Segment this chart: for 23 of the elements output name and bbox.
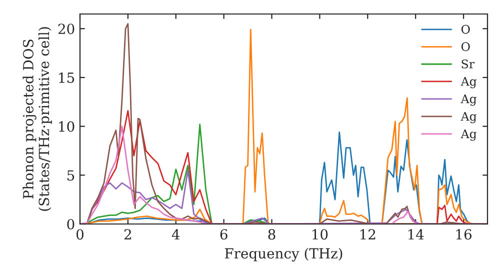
y-axis-title: Phonon projected DOS (States/THz·primitive cell) [22,27,52,211]
y-tick-label: 10 [59,121,74,132]
legend-label: Ag [460,112,477,124]
x-tick-label: 12 [360,229,376,240]
x-tick-label: 6 [220,229,228,240]
legend-label: O [461,24,470,34]
y-tick-label: 0 [67,218,74,230]
legend-label: Ag [460,76,477,88]
x-axis-title: Frequency (THz) [224,248,342,262]
x-tick-label: 8 [268,229,276,240]
x-tick-label: 2 [124,229,131,240]
x-tick-label: 16 [456,229,472,240]
y-tick-label: 20 [58,24,74,34]
x-tick-label: 4 [172,229,180,240]
x-tick-label: 10 [312,229,328,240]
legend-label: Ag [460,94,477,106]
legend-label: Ag [460,129,477,141]
y-tick-label: 15 [59,72,74,83]
x-tick-label: 0 [76,229,84,240]
legend-label: Sr [462,59,475,68]
y-tick-label: 5 [67,170,74,181]
legend-label: O [461,42,470,52]
x-tick-label: 14 [408,229,424,240]
